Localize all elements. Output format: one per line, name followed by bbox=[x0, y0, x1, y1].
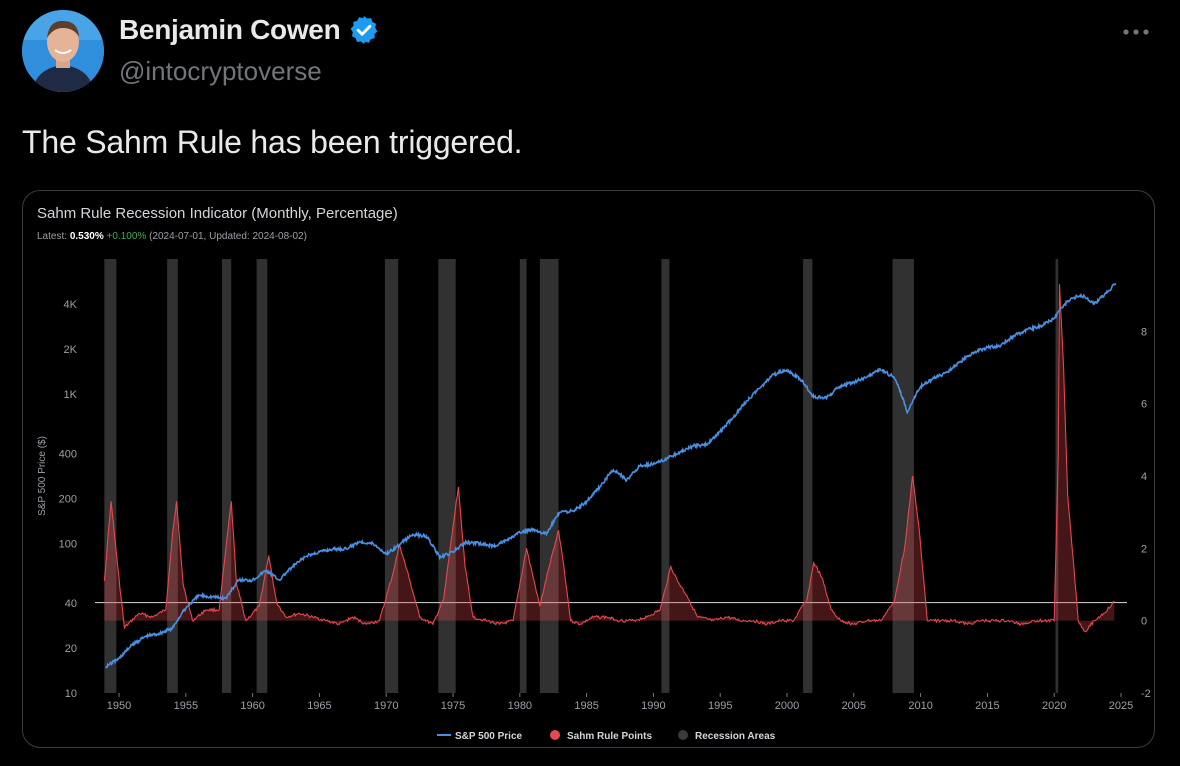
author-name[interactable]: Benjamin Cowen bbox=[119, 14, 341, 45]
latest-detail: (2024-07-01, Updated: 2024-08-02) bbox=[149, 231, 307, 242]
latest-change: +0.100% bbox=[106, 231, 147, 242]
sahm-series bbox=[103, 284, 1115, 633]
chart-latest: Latest: 0.530% +0.100% (2024-07-01, Upda… bbox=[37, 231, 307, 242]
x-tick-label: 2020 bbox=[1042, 700, 1066, 712]
left-tick-label: 20 bbox=[65, 643, 77, 655]
legend-marker bbox=[550, 730, 560, 740]
recession-band bbox=[167, 259, 178, 693]
x-tick-label: 2000 bbox=[775, 700, 799, 712]
recession-band bbox=[661, 259, 670, 693]
x-tick-label: 1980 bbox=[508, 700, 532, 712]
verified-badge-icon bbox=[351, 16, 378, 44]
x-tick-label: 1995 bbox=[708, 700, 732, 712]
left-tick-label: 400 bbox=[59, 448, 77, 460]
right-tick-label: 8 bbox=[1141, 326, 1147, 338]
legend: S&P 500 Price Sahm Rule Points Recession A… bbox=[437, 730, 776, 742]
latest-label: Latest: bbox=[37, 231, 68, 242]
left-tick-label: 1K bbox=[64, 389, 78, 401]
legend-marker bbox=[678, 730, 688, 740]
spx-line bbox=[105, 282, 1117, 669]
x-tick-label: 2015 bbox=[975, 700, 999, 712]
right-tick-label: 6 bbox=[1141, 399, 1147, 411]
recession-band bbox=[104, 259, 117, 693]
left-axis-title: S&P 500 Price ($) bbox=[37, 436, 48, 516]
x-tick-label: 1965 bbox=[307, 700, 331, 712]
chart-title: Sahm Rule Recession Indicator (Monthly, … bbox=[37, 205, 398, 222]
sahm-line bbox=[103, 284, 1115, 633]
left-tick-label: 4K bbox=[64, 299, 78, 311]
spx-series bbox=[105, 282, 1117, 669]
x-tick-label: 1970 bbox=[374, 700, 398, 712]
tweet-media-chart[interactable]: Sahm Rule Recession Indicator (Monthly, … bbox=[22, 190, 1155, 748]
recession-band bbox=[221, 259, 232, 693]
recession-band bbox=[803, 259, 813, 693]
legend-label: Recession Areas bbox=[695, 731, 776, 742]
x-tick-label: 1985 bbox=[574, 700, 598, 712]
recession-band bbox=[384, 259, 399, 693]
recession-band bbox=[1055, 259, 1059, 693]
x-tick-label: 2010 bbox=[908, 700, 932, 712]
author-handle[interactable]: @intocryptoverse bbox=[119, 56, 322, 86]
x-tick-label: 1955 bbox=[174, 700, 198, 712]
legend-label: S&P 500 Price bbox=[455, 731, 523, 742]
recession-band bbox=[438, 259, 456, 693]
x-tick-label: 2005 bbox=[842, 700, 866, 712]
left-tick-label: 10 bbox=[65, 688, 77, 700]
left-tick-label: 2K bbox=[64, 344, 78, 356]
x-tick-label: 2025 bbox=[1109, 700, 1133, 712]
x-tick-label: 1960 bbox=[240, 700, 264, 712]
recession-band bbox=[519, 259, 527, 693]
avatar[interactable] bbox=[22, 10, 104, 92]
left-tick-label: 100 bbox=[59, 539, 77, 551]
recession-band bbox=[256, 259, 268, 693]
x-tick-label: 1990 bbox=[641, 700, 665, 712]
tweet-text: The Sahm Rule has been triggered. bbox=[22, 124, 523, 160]
recession-areas bbox=[104, 259, 1059, 693]
recession-band bbox=[539, 259, 559, 693]
right-tick-label: 4 bbox=[1141, 471, 1147, 483]
sahm-area bbox=[104, 284, 1115, 632]
right-tick-label: 0 bbox=[1141, 616, 1147, 628]
left-tick-label: 40 bbox=[65, 598, 77, 610]
x-tick-label: 1975 bbox=[441, 700, 465, 712]
right-tick-label: 2 bbox=[1141, 543, 1147, 555]
legend-label: Sahm Rule Points bbox=[567, 731, 652, 742]
latest-value: 0.530% bbox=[69, 231, 104, 242]
left-tick-label: 200 bbox=[59, 494, 77, 506]
x-tick-label: 1950 bbox=[107, 700, 131, 712]
right-tick-label: -2 bbox=[1141, 688, 1151, 700]
more-options-icon[interactable] bbox=[1118, 22, 1154, 42]
recession-band bbox=[892, 259, 914, 693]
